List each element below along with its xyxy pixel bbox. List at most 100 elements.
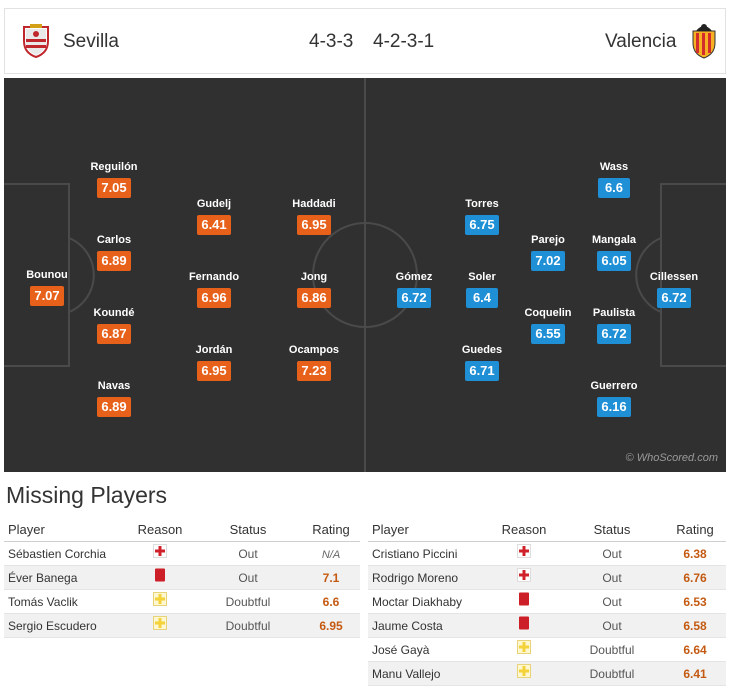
col-rating[interactable]: Rating xyxy=(676,522,714,537)
player-home[interactable]: Gudelj 6.41 xyxy=(174,197,254,235)
col-player[interactable]: Player xyxy=(372,522,409,537)
player-name: Coquelin xyxy=(524,307,572,319)
reason-cell xyxy=(130,542,190,567)
missing-player-name[interactable]: Tomás Vaclik xyxy=(8,595,78,609)
reason-cell xyxy=(494,590,554,615)
missing-player-name[interactable]: Cristiano Piccini xyxy=(372,547,458,561)
player-home[interactable]: Haddadi 6.95 xyxy=(274,197,354,235)
player-home[interactable]: Carlos 6.89 xyxy=(74,233,154,271)
red-card-icon xyxy=(518,590,530,614)
table-header: Player Reason Status Rating xyxy=(368,518,726,542)
rating-value: 7.1 xyxy=(322,571,340,585)
player-name: Fernando xyxy=(188,271,240,283)
player-rating: 7.07 xyxy=(30,286,64,306)
player-away[interactable]: Parejo 7.02 xyxy=(508,233,588,271)
col-reason[interactable]: Reason xyxy=(137,522,183,537)
missing-player-name[interactable]: Éver Banega xyxy=(8,571,78,585)
player-rating: 6.6 xyxy=(598,178,630,198)
player-name: Bounou xyxy=(26,269,68,281)
pitch-lines xyxy=(4,78,726,472)
status-text: Out xyxy=(602,547,622,561)
player-name: Jordán xyxy=(195,344,233,356)
missing-player-name[interactable]: Moctar Diakhaby xyxy=(372,595,463,609)
player-rating: 6.4 xyxy=(466,288,498,308)
player-away[interactable]: Mangala 6.05 xyxy=(574,233,654,271)
away-formation: 4-2-3-1 xyxy=(373,31,435,52)
player-name: Koundé xyxy=(93,307,135,319)
player-away[interactable]: Guedes 6.71 xyxy=(442,343,522,381)
rating-value: 6.41 xyxy=(683,667,707,681)
player-away[interactable]: Paulista 6.72 xyxy=(574,306,654,344)
missing-player-name[interactable]: Manu Vallejo xyxy=(372,667,441,681)
missing-player-name[interactable]: Rodrigo Moreno xyxy=(372,571,459,585)
status-text: Out xyxy=(238,547,258,561)
match-header: Sevilla 4-3-3 4-2-3-1 Valencia xyxy=(4,8,726,74)
player-rating: 7.05 xyxy=(97,178,131,198)
player-name: Parejo xyxy=(531,234,565,246)
player-home[interactable]: Bounou 7.07 xyxy=(7,268,87,306)
injury-icon xyxy=(153,542,167,566)
reason-cell xyxy=(494,542,554,567)
home-team-name[interactable]: Sevilla xyxy=(63,31,119,52)
player-name: Carlos xyxy=(96,234,132,246)
player-home[interactable]: Navas 6.89 xyxy=(74,379,154,417)
player-rating: 6.86 xyxy=(297,288,331,308)
player-rating: 6.05 xyxy=(597,251,631,271)
player-rating: 6.41 xyxy=(197,215,231,235)
player-home[interactable]: Jordán 6.95 xyxy=(174,343,254,381)
rating-value: 6.64 xyxy=(683,643,707,657)
table-row[interactable]: Manu Vallejo Doubtful 6.41 xyxy=(368,662,726,686)
table-row[interactable]: Rodrigo Moreno Out 6.76 xyxy=(368,566,726,590)
doubtful-icon xyxy=(153,590,167,614)
status-text: Doubtful xyxy=(589,667,635,681)
player-home[interactable]: Ocampos 7.23 xyxy=(274,343,354,381)
missing-player-name[interactable]: Sébastien Corchia xyxy=(8,547,107,561)
red-card-icon xyxy=(518,614,530,638)
table-row[interactable]: Moctar Diakhaby Out 6.53 xyxy=(368,590,726,614)
col-rating[interactable]: Rating xyxy=(312,522,350,537)
player-home[interactable]: Fernando 6.96 xyxy=(174,270,254,308)
player-rating: 6.72 xyxy=(597,324,631,344)
player-away[interactable]: Wass 6.6 xyxy=(574,160,654,198)
player-away[interactable]: Torres 6.75 xyxy=(442,197,522,235)
table-row[interactable]: Cristiano Piccini Out 6.38 xyxy=(368,542,726,566)
away-missing-table: Player Reason Status Rating Cristiano Pi… xyxy=(368,518,726,686)
player-rating: 6.95 xyxy=(297,215,331,235)
col-player[interactable]: Player xyxy=(8,522,45,537)
table-row[interactable]: Tomás Vaclik Doubtful 6.6 xyxy=(4,590,360,614)
player-home[interactable]: Jong 6.86 xyxy=(274,270,354,308)
table-row[interactable]: Sergio Escudero Doubtful 6.95 xyxy=(4,614,360,638)
missing-player-name[interactable]: Jaume Costa xyxy=(372,619,443,633)
player-away[interactable]: Soler 6.4 xyxy=(442,270,522,308)
away-team-name[interactable]: Valencia xyxy=(605,31,677,52)
player-home[interactable]: Reguilón 7.05 xyxy=(74,160,154,198)
rating-cell: 6.64 xyxy=(670,638,720,662)
col-reason[interactable]: Reason xyxy=(501,522,547,537)
player-name: Reguilón xyxy=(90,161,138,173)
missing-player-name[interactable]: José Gayà xyxy=(372,643,430,657)
player-name: Torres xyxy=(465,198,499,210)
player-away[interactable]: Cillessen 6.72 xyxy=(634,270,714,308)
table-row[interactable]: Sébastien Corchia Out N/A xyxy=(4,542,360,566)
col-status[interactable]: Status xyxy=(229,522,267,537)
table-row[interactable]: José Gayà Doubtful 6.64 xyxy=(368,638,726,662)
player-rating: 6.72 xyxy=(397,288,431,308)
table-row[interactable]: Éver Banega Out 7.1 xyxy=(4,566,360,590)
player-home[interactable]: Koundé 6.87 xyxy=(74,306,154,344)
col-status[interactable]: Status xyxy=(593,522,631,537)
player-rating: 6.72 xyxy=(657,288,691,308)
table-row[interactable]: Jaume Costa Out 6.58 xyxy=(368,614,726,638)
status-text: Doubtful xyxy=(225,619,271,633)
missing-player-name[interactable]: Sergio Escudero xyxy=(8,619,97,633)
injury-icon xyxy=(517,542,531,566)
player-name: Soler xyxy=(468,271,496,283)
status-text: Out xyxy=(602,571,622,585)
player-away[interactable]: Gómez 6.72 xyxy=(374,270,454,308)
player-away[interactable]: Guerrero 6.16 xyxy=(574,379,654,417)
player-rating: 6.87 xyxy=(97,324,131,344)
rating-cell: 7.1 xyxy=(306,566,356,590)
player-rating: 6.95 xyxy=(197,361,231,381)
top-strip xyxy=(0,0,730,8)
player-away[interactable]: Coquelin 6.55 xyxy=(508,306,588,344)
player-rating: 6.96 xyxy=(197,288,231,308)
